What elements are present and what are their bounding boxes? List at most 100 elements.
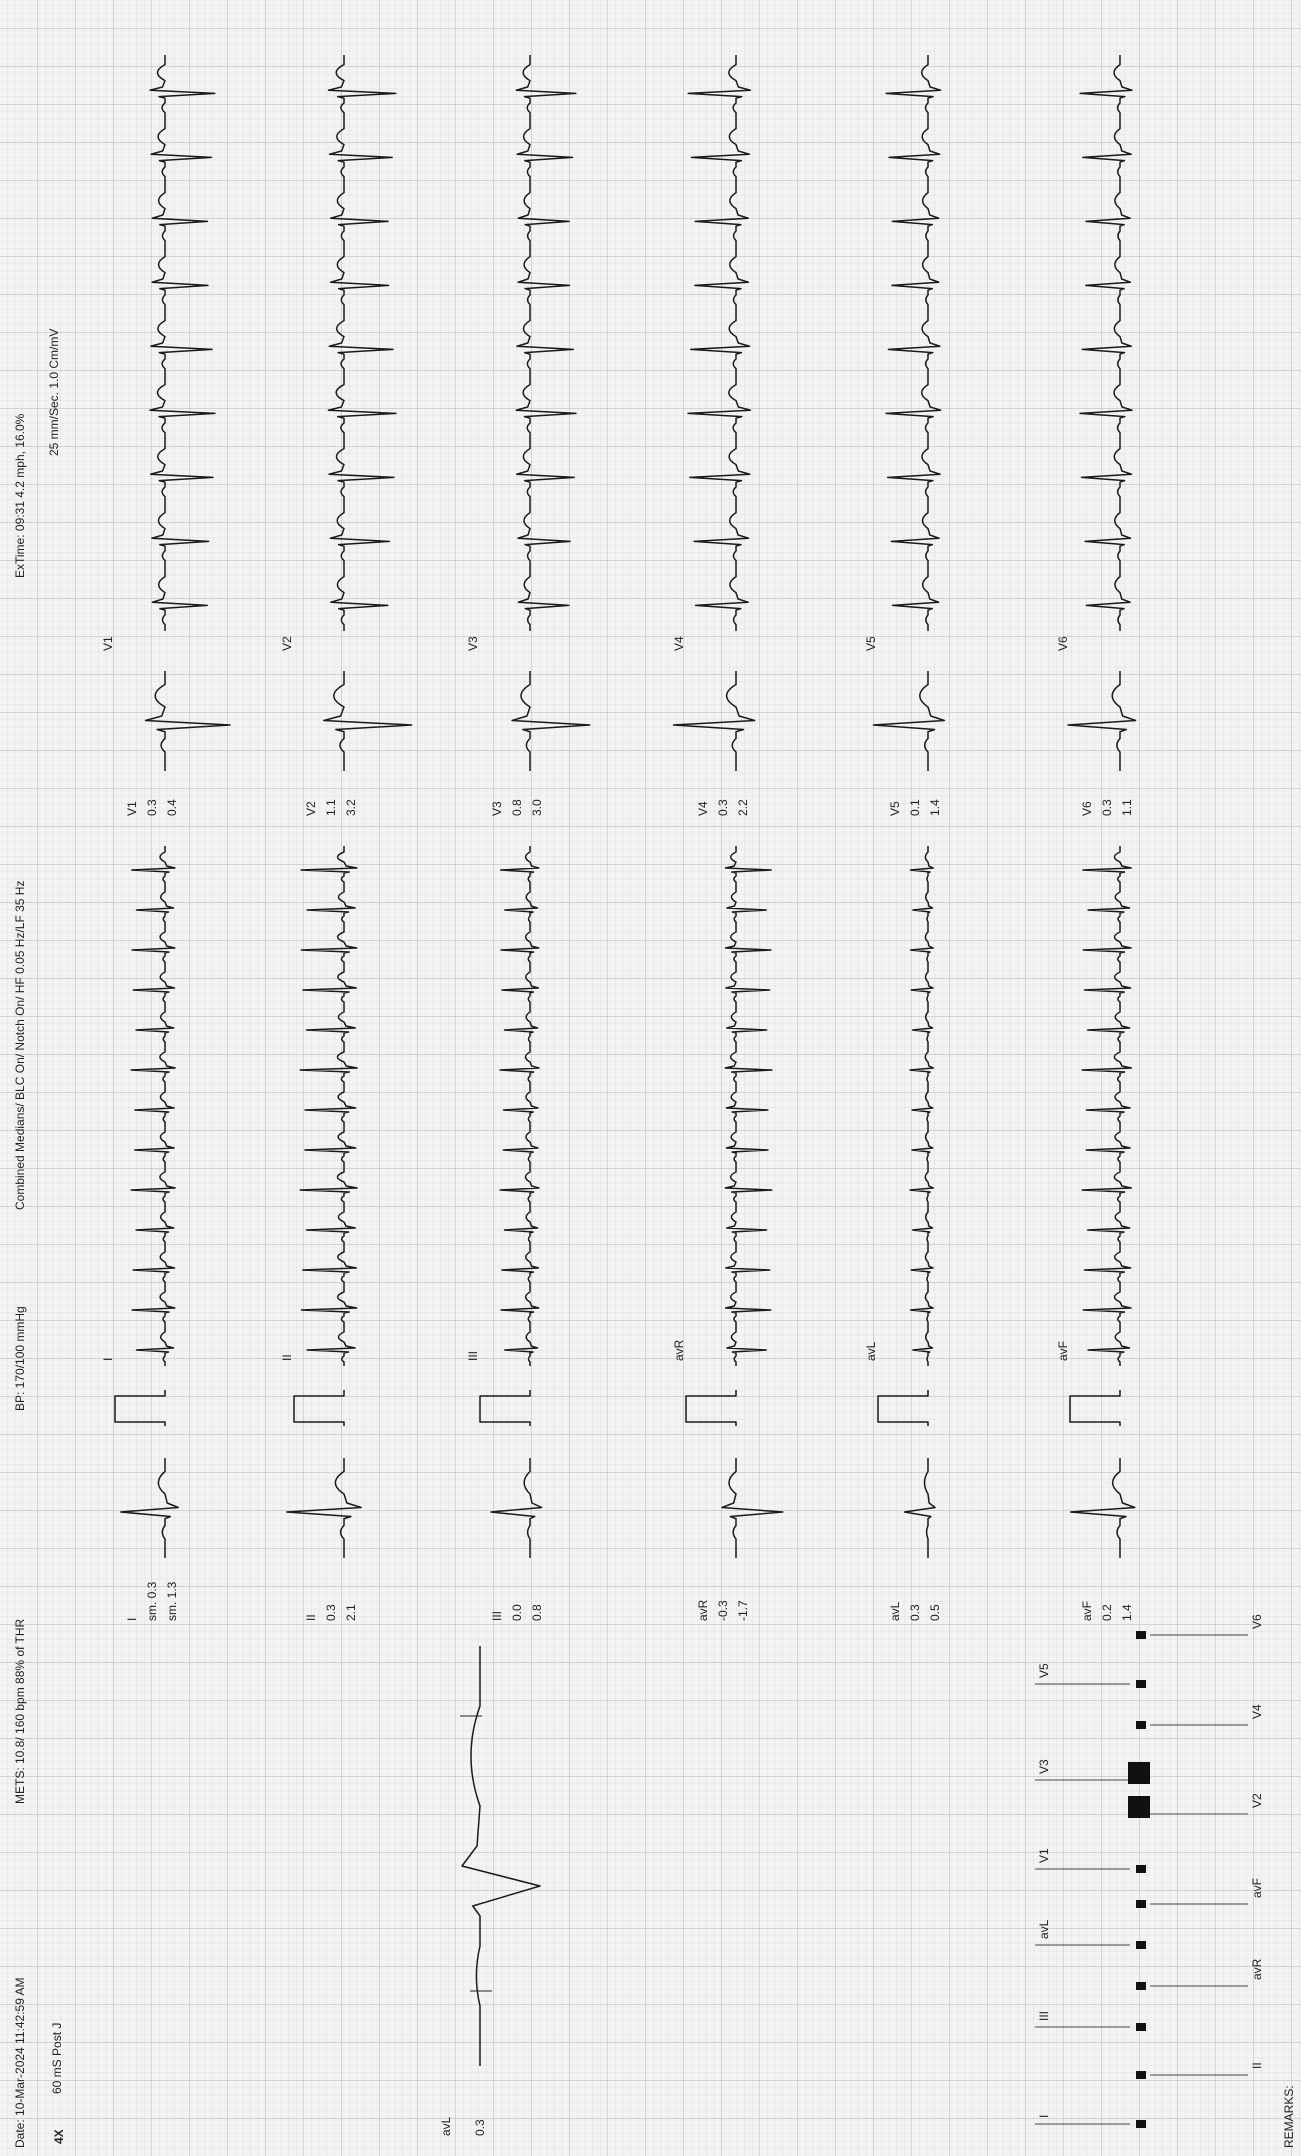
lead-value: 0.0: [510, 1604, 524, 1621]
strip-lead-name: V6: [1056, 636, 1070, 651]
rhythm-strip: [149, 55, 216, 631]
rhythm-strip: [1079, 55, 1133, 631]
gain: 4X: [52, 2129, 66, 2144]
strip-lead-name: I: [101, 1358, 115, 1361]
lead-label: avL: [888, 1601, 902, 1621]
lead-value: 0.4: [165, 799, 179, 816]
strip-lead-name: V4: [672, 636, 686, 651]
strip-lead-name: V2: [280, 636, 294, 651]
lead-value: 2.1: [344, 1604, 358, 1621]
median-complex: [721, 1458, 784, 1558]
diagram-lead-label: V5: [1037, 1663, 1051, 1678]
diagram-marker: [1136, 2120, 1146, 2128]
lead-label: avF: [1080, 1601, 1094, 1621]
lead-value: 1.1: [1120, 799, 1134, 816]
lead-value: 0.3: [145, 799, 159, 816]
diagram-lead-label: avR: [1250, 1958, 1264, 1980]
median-complex: [144, 671, 231, 771]
rhythm-strip: [909, 846, 935, 1366]
diagram-lead-label: III: [1037, 2011, 1051, 2021]
lead-value: 2.2: [736, 799, 750, 816]
rhythm-strip: [724, 846, 773, 1366]
strip-lead-name: V5: [864, 636, 878, 651]
lead-value: 1.4: [928, 799, 942, 816]
diagram-lead-label: II: [1250, 2062, 1264, 2069]
median-complex: [672, 671, 756, 771]
lead-value: sm. 0.3: [145, 1581, 159, 1621]
post-j: 60 mS Post J: [50, 2023, 64, 2094]
lead-label: II: [304, 1614, 318, 1621]
diagram-marker: [1136, 1721, 1146, 1729]
remarks: REMARKS:: [1282, 2085, 1296, 2148]
lead-value: 1.4: [1120, 1604, 1134, 1621]
diagram-marker: [1128, 1762, 1150, 1784]
diagram-lead-label: avL: [1037, 1919, 1051, 1939]
header-mets: METS: 10.8/ 160 bpm 88% of THR: [13, 1618, 27, 1804]
lead-value: -0.3: [716, 1600, 730, 1621]
diagram-marker: [1136, 1900, 1146, 1908]
lead-value: 3.2: [344, 799, 358, 816]
diagram-lead-label: avF: [1250, 1878, 1264, 1898]
strip-lead-name: avF: [1056, 1341, 1070, 1361]
calibration-pulse: [114, 1390, 166, 1426]
lead-label: III: [490, 1611, 504, 1621]
diagram-lead-label: I: [1037, 2115, 1051, 2118]
lead-value: 0.8: [510, 799, 524, 816]
strip-lead-name: avR: [672, 1339, 686, 1361]
lead-value: 1.1: [324, 799, 338, 816]
median-complex: [1069, 1458, 1136, 1558]
lead-value: 0.8: [530, 1604, 544, 1621]
trend-lead: avL: [439, 2116, 453, 2136]
lead-label: V6: [1080, 801, 1094, 816]
calibration-pulse: [1069, 1390, 1121, 1426]
rhythm-strip: [515, 55, 577, 631]
lead-value: 0.5: [928, 1604, 942, 1621]
lead-label: V5: [888, 801, 902, 816]
median-complex: [322, 671, 413, 771]
header-date: Date: 10-Mar-2024 11:42:59 AM: [13, 1977, 27, 2148]
rhythm-strip: [299, 846, 358, 1366]
lead-label: I: [125, 1618, 139, 1621]
lead-label: V4: [696, 801, 710, 816]
speed: 25 mm/Sec. 1.0 Cm/mV: [47, 329, 61, 456]
trend-value: 0.3: [473, 2119, 487, 2136]
diagram-marker: [1136, 2023, 1146, 2031]
rhythm-strip: [687, 55, 752, 631]
median-complex: [120, 1458, 180, 1558]
rhythm-strip: [327, 55, 397, 631]
diagram-marker: [1136, 1865, 1146, 1873]
lead-value: 3.0: [530, 799, 544, 816]
median-complex: [1067, 671, 1137, 771]
strip-lead-name: V3: [466, 636, 480, 651]
strip-lead-name: III: [466, 1351, 480, 1361]
median-complex: [490, 1458, 543, 1558]
trend-complex: [461, 1646, 541, 2066]
lead-value: -1.7: [736, 1600, 750, 1621]
lead-value: 0.3: [716, 799, 730, 816]
strip-lead-name: II: [280, 1354, 294, 1361]
lead-value: 0.3: [908, 1604, 922, 1621]
lead-label: V3: [490, 801, 504, 816]
rhythm-strip: [1081, 846, 1133, 1366]
median-complex: [511, 671, 591, 771]
header-bp: BP: 170/100 mmHg: [13, 1306, 27, 1411]
calibration-pulse: [293, 1390, 345, 1426]
diagram-lead-label: V1: [1037, 1848, 1051, 1863]
median-complex: [286, 1458, 362, 1558]
diagram-marker: [1128, 1796, 1150, 1818]
strip-lead-name: V1: [101, 636, 115, 651]
calibration-pulse: [685, 1390, 737, 1426]
diagram-lead-label: V6: [1250, 1614, 1264, 1629]
diagram-lead-label: V2: [1250, 1793, 1264, 1808]
median-complex: [903, 1458, 936, 1558]
diagram-lead-label: V4: [1250, 1704, 1264, 1719]
calibration-pulse: [479, 1390, 531, 1426]
diagram-lead-label: V3: [1037, 1759, 1051, 1774]
diagram-marker: [1136, 1680, 1146, 1688]
lead-value: 0.3: [1100, 799, 1114, 816]
rhythm-strip: [499, 846, 540, 1366]
diagram-marker: [1136, 1941, 1146, 1949]
rhythm-strip: [885, 55, 942, 631]
diagram-marker: [1136, 1631, 1146, 1639]
